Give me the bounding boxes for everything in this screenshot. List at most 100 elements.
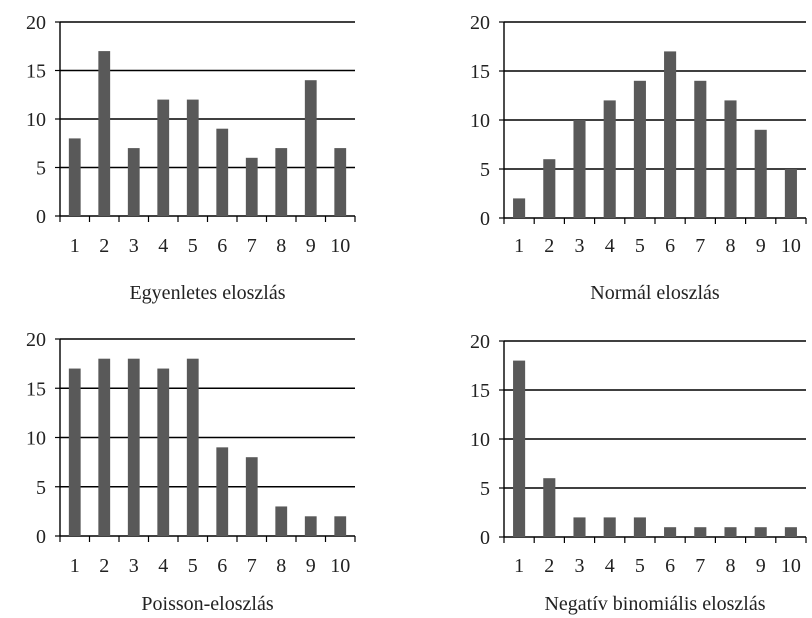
x-tick-label: 1 bbox=[514, 555, 524, 577]
chart-negativ-binomialis: 0 5 10 15 20 1 2 3 4 5 6 7 8 9 10 Negatív binomiális el… bbox=[406, 309, 812, 618]
bar bbox=[157, 368, 170, 536]
x-tick-label: 6 bbox=[665, 235, 675, 257]
bar bbox=[98, 358, 111, 536]
bar bbox=[754, 129, 767, 218]
x-tick-label: 1 bbox=[70, 555, 80, 577]
bar bbox=[68, 138, 81, 216]
x-tick-label: 1 bbox=[70, 235, 80, 257]
y-tick-label: 20 bbox=[26, 12, 46, 34]
bar bbox=[724, 100, 737, 218]
x-tick-label: 10 bbox=[781, 555, 801, 577]
bar bbox=[334, 516, 347, 536]
bar bbox=[603, 517, 616, 537]
x-tick-label: 2 bbox=[544, 235, 554, 257]
x-tick-label: 6 bbox=[665, 555, 675, 577]
x-tick-label: 2 bbox=[99, 235, 109, 257]
bar bbox=[186, 99, 199, 216]
x-tick-label: 8 bbox=[726, 555, 736, 577]
x-tick-label: 4 bbox=[158, 235, 168, 257]
bar bbox=[694, 527, 707, 537]
bar bbox=[127, 358, 140, 536]
chart-egyenletes: 0 5 10 15 20 1 2 3 4 5 6 7 8 9 10 Egyenletes eloszlás bbox=[0, 0, 406, 309]
chart-caption: Negatív binomiális eloszlás bbox=[544, 593, 765, 615]
x-tick-label: 1 bbox=[514, 235, 524, 257]
y-tick-label: 5 bbox=[480, 159, 490, 181]
y-tick-label: 0 bbox=[36, 206, 46, 228]
x-tick-label: 10 bbox=[781, 235, 801, 257]
chart-caption: Normál eloszlás bbox=[590, 282, 720, 304]
x-tick-label: 4 bbox=[605, 235, 615, 257]
x-tick-label: 9 bbox=[756, 235, 766, 257]
y-tick-label: 10 bbox=[26, 109, 46, 131]
bar bbox=[633, 80, 646, 218]
x-tick-label: 9 bbox=[306, 555, 316, 577]
bar bbox=[754, 527, 767, 537]
x-tick-label: 5 bbox=[635, 555, 645, 577]
y-tick-label: 10 bbox=[26, 428, 46, 450]
y-tick-label: 5 bbox=[36, 158, 46, 180]
bar bbox=[216, 128, 229, 216]
x-tick-label: 8 bbox=[276, 235, 286, 257]
x-tick-label: 5 bbox=[635, 235, 645, 257]
bar bbox=[573, 517, 586, 537]
chart-poisson: 0 5 10 15 20 1 2 3 4 5 6 7 8 9 10 Poisson-eloszlás bbox=[0, 309, 406, 618]
bar bbox=[664, 51, 677, 219]
x-tick-label: 9 bbox=[756, 555, 766, 577]
x-tick-label: 7 bbox=[695, 555, 705, 577]
x-tick-label: 3 bbox=[575, 235, 585, 257]
bar bbox=[157, 99, 170, 216]
x-tick-label: 2 bbox=[544, 555, 554, 577]
bar bbox=[543, 159, 556, 218]
y-tick-label: 15 bbox=[470, 61, 490, 83]
bar bbox=[275, 506, 288, 536]
x-tick-label: 4 bbox=[605, 555, 615, 577]
y-tick-label: 20 bbox=[470, 12, 490, 34]
x-tick-label: 7 bbox=[695, 235, 705, 257]
bar bbox=[603, 100, 616, 218]
x-tick-label: 3 bbox=[129, 555, 139, 577]
bar bbox=[245, 157, 258, 216]
bar bbox=[513, 360, 526, 537]
bar bbox=[664, 527, 677, 537]
chart-normal: 0 5 10 15 20 1 2 3 4 5 6 7 8 9 10 Normál eloszlás bbox=[406, 0, 812, 309]
y-tick-label: 5 bbox=[36, 477, 46, 499]
x-tick-label: 3 bbox=[575, 555, 585, 577]
chart-caption: Egyenletes eloszlás bbox=[129, 282, 285, 304]
bar bbox=[784, 169, 797, 218]
bar bbox=[98, 51, 111, 216]
y-tick-label: 15 bbox=[26, 378, 46, 400]
bar bbox=[275, 148, 288, 216]
y-tick-label: 0 bbox=[480, 208, 490, 230]
bar bbox=[543, 478, 556, 537]
x-tick-label: 8 bbox=[726, 235, 736, 257]
bar bbox=[304, 80, 317, 216]
x-tick-label: 2 bbox=[99, 555, 109, 577]
bar bbox=[68, 368, 81, 536]
x-tick-label: 6 bbox=[217, 235, 227, 257]
x-tick-label: 5 bbox=[188, 555, 198, 577]
bar bbox=[633, 517, 646, 537]
bar bbox=[245, 457, 258, 536]
x-tick-label: 7 bbox=[247, 555, 257, 577]
x-tick-label: 9 bbox=[306, 235, 316, 257]
x-tick-label: 8 bbox=[276, 555, 286, 577]
bar bbox=[216, 447, 229, 536]
bar bbox=[694, 80, 707, 218]
bar bbox=[334, 148, 347, 216]
y-tick-label: 20 bbox=[470, 331, 490, 353]
bar bbox=[304, 516, 317, 536]
y-tick-label: 15 bbox=[470, 380, 490, 402]
y-tick-label: 5 bbox=[480, 478, 490, 500]
bar bbox=[186, 358, 199, 536]
y-tick-label: 0 bbox=[480, 527, 490, 549]
y-tick-label: 10 bbox=[470, 110, 490, 132]
y-tick-label: 15 bbox=[26, 61, 46, 83]
bar bbox=[127, 148, 140, 216]
y-tick-label: 20 bbox=[26, 329, 46, 351]
chart-caption: Poisson-eloszlás bbox=[141, 593, 273, 615]
bar bbox=[513, 198, 526, 218]
